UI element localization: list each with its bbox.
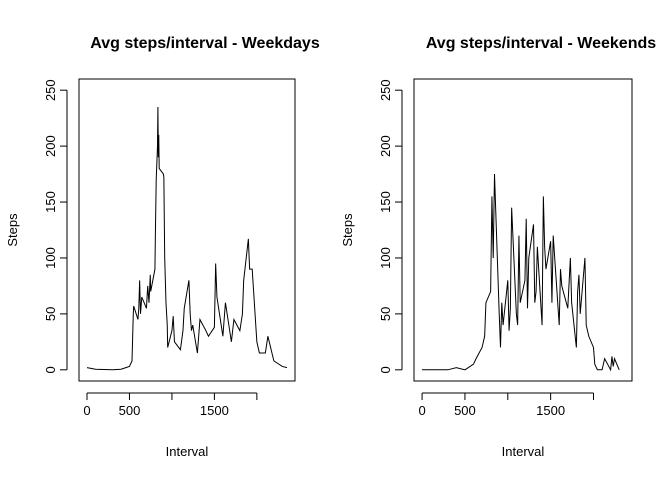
plot-box — [78, 78, 296, 382]
y-tick-label: 50 — [378, 307, 393, 321]
y-tick-label: 150 — [43, 191, 58, 213]
y-tick-label: 0 — [43, 366, 58, 373]
x-axis-label: Interval — [166, 444, 209, 459]
x-axis-label: Interval — [502, 444, 545, 459]
plot-box — [413, 78, 633, 382]
x-tick-label: 500 — [454, 403, 476, 418]
x-tick-label: 0 — [83, 403, 90, 418]
y-tick-label: 50 — [43, 307, 58, 321]
y-axis-label: Steps — [340, 213, 355, 247]
y-tick-label: 100 — [43, 247, 58, 269]
line — [422, 174, 620, 372]
line — [86, 106, 288, 371]
y-axis-label: Steps — [5, 213, 20, 247]
y-tick-label: 100 — [378, 247, 393, 269]
chart-title: Avg steps/interval - Weekdays — [90, 35, 320, 52]
y-tick-label: 200 — [378, 135, 393, 157]
y-tick-label: 150 — [378, 191, 393, 213]
y-tick-label: 250 — [43, 79, 58, 101]
y-tick-label: 250 — [378, 79, 393, 101]
y-tick-label: 200 — [43, 135, 58, 157]
y-tick-label: 0 — [378, 366, 393, 373]
x-tick-label: 1500 — [200, 403, 229, 418]
x-tick-label: 0 — [418, 403, 425, 418]
chart-title: Avg steps/interval - Weekends — [426, 35, 656, 52]
x-tick-label: 1500 — [536, 403, 565, 418]
x-tick-label: 500 — [119, 403, 141, 418]
